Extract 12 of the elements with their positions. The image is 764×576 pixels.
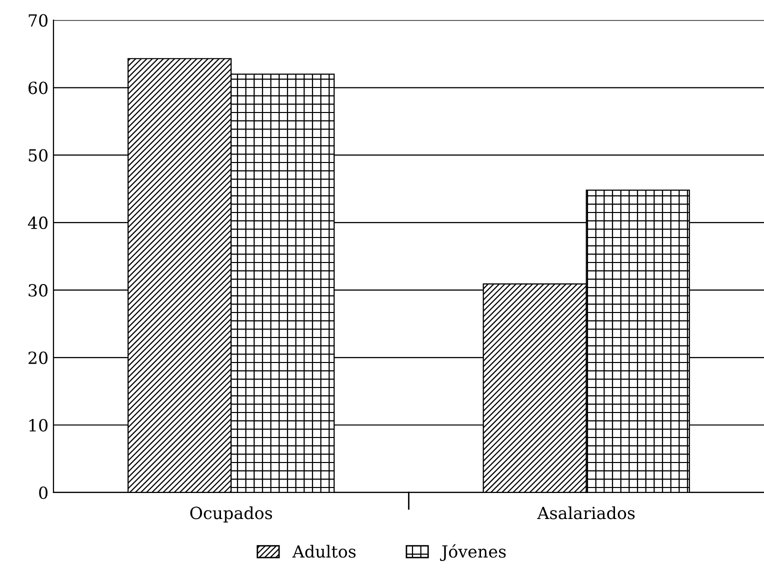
y-tick-label: 70 [28, 14, 48, 27]
legend-label: Adultos [292, 544, 356, 558]
x-tick-label: Ocupados [190, 506, 272, 522]
y-tick-label: 40 [28, 216, 48, 230]
x-tick-label: Asalariados [537, 506, 635, 520]
y-tick-label: 50 [28, 149, 48, 162]
y-tick-label: 60 [28, 82, 48, 94]
y-tick-label: 0 [39, 486, 48, 500]
y-tick-label: 20 [28, 351, 48, 364]
y-tick-label: 30 [28, 284, 48, 297]
y-tick-label: 10 [29, 418, 48, 432]
legend-label: Jóvenes [440, 544, 506, 561]
